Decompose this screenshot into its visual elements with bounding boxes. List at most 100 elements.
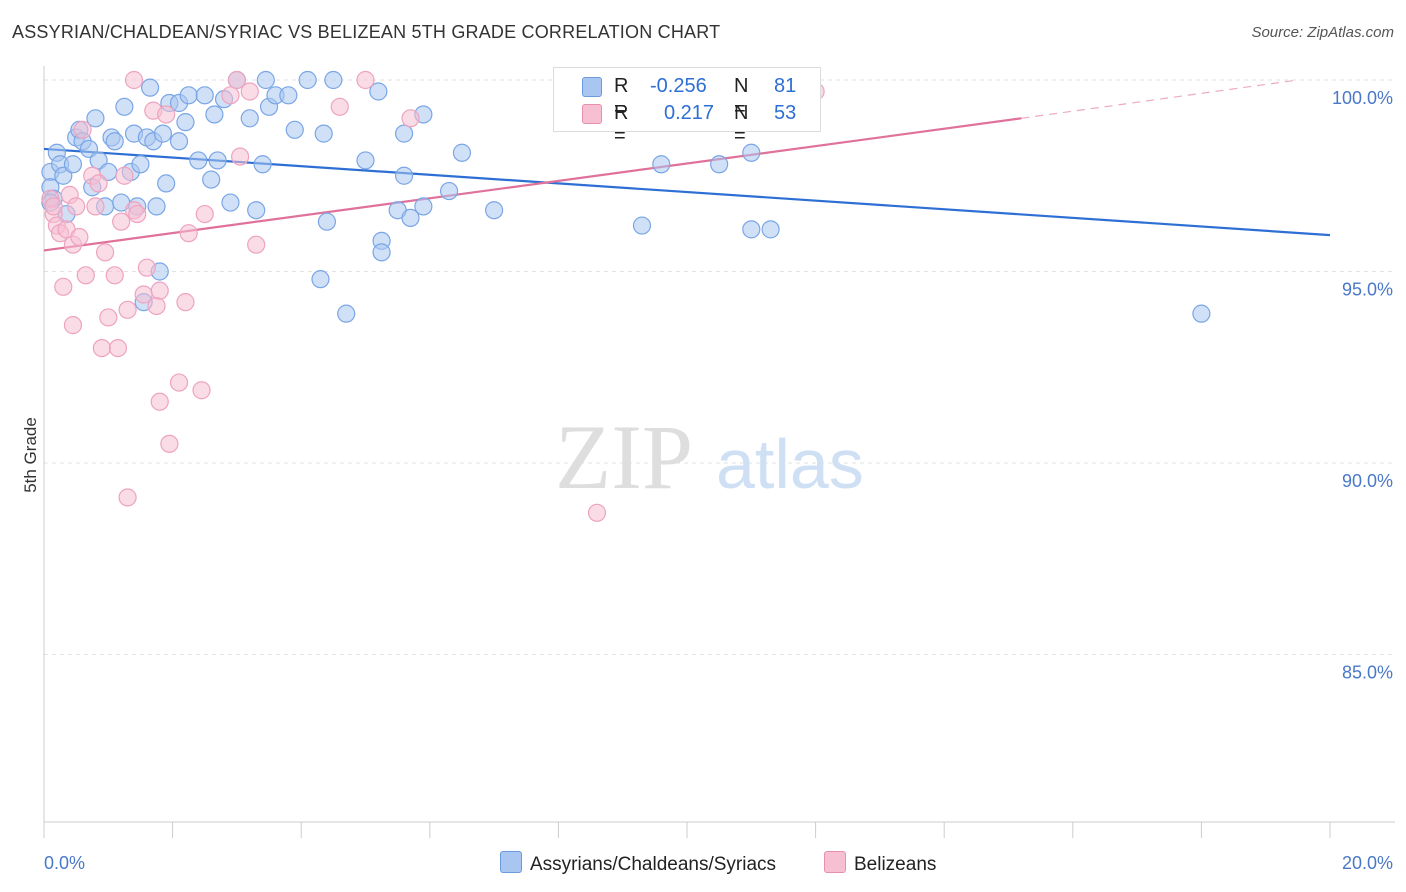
point-belizean xyxy=(99,308,118,327)
point-assyrian xyxy=(131,155,150,174)
point-belizean xyxy=(221,86,240,105)
legend-r-label: R = xyxy=(614,75,629,120)
point-assyrian xyxy=(311,270,330,289)
point-assyrian xyxy=(189,151,208,170)
point-belizean xyxy=(44,197,63,216)
point-belizean xyxy=(112,212,131,231)
point-belizean xyxy=(108,339,128,358)
point-assyrian xyxy=(240,109,259,128)
point-belizean xyxy=(356,70,375,90)
y-tick-label: 100.0% xyxy=(1332,88,1393,108)
stats-legend: R = -0.256 N = 81 R = 0.217 N = 53 xyxy=(553,67,821,147)
point-belizean xyxy=(330,97,349,116)
legend-swatch-pink xyxy=(582,104,602,124)
point-assyrian xyxy=(86,109,105,128)
point-belizean xyxy=(150,281,169,300)
point-assyrian xyxy=(105,132,124,151)
point-belizean xyxy=(227,70,246,90)
point-belizean xyxy=(128,204,147,224)
legend-swatch-blue xyxy=(582,77,602,97)
point-belizean xyxy=(147,296,166,316)
point-assyrian xyxy=(221,193,240,212)
y-tick-label: 95.0% xyxy=(1342,280,1393,300)
legend-label-series1: Assyrians/Chaldeans/Syriacs xyxy=(530,854,777,875)
point-belizean xyxy=(76,266,95,285)
point-assyrian xyxy=(256,70,275,90)
point-belizean xyxy=(54,277,73,296)
point-belizean xyxy=(150,392,169,411)
point-assyrian xyxy=(253,155,272,174)
point-assyrian xyxy=(372,243,391,262)
point-assyrian xyxy=(369,82,388,101)
point-assyrian xyxy=(401,208,420,227)
point-belizean xyxy=(157,105,176,124)
point-belizean xyxy=(63,316,83,335)
point-assyrian xyxy=(394,166,414,185)
trend-line-belizean xyxy=(43,117,1022,252)
x-tick-label: 0.0% xyxy=(44,853,85,873)
watermark-zip: ZIP xyxy=(555,406,693,508)
point-assyrian xyxy=(195,86,214,105)
point-assyrian xyxy=(356,151,375,170)
point-assyrian xyxy=(485,201,504,220)
point-belizean xyxy=(67,197,86,216)
legend-n-value: 53 xyxy=(774,102,797,124)
point-assyrian xyxy=(761,220,780,239)
point-belizean xyxy=(118,300,137,319)
trend-line-belizean-extension xyxy=(1021,79,1298,119)
point-assyrian xyxy=(439,181,459,201)
point-belizean xyxy=(137,258,156,277)
point-assyrian xyxy=(153,124,173,143)
watermark-atlas: atlas xyxy=(716,425,864,503)
y-tick-label: 90.0% xyxy=(1342,471,1393,491)
point-assyrian xyxy=(115,97,134,116)
watermark: ZIP atlas xyxy=(555,406,864,508)
tick-labels: 100.0% 95.0% 90.0% 85.0% 0.0% 20.0% xyxy=(44,88,1393,873)
y-axis-label: 5th Grade xyxy=(21,417,40,493)
point-assyrian xyxy=(279,86,298,105)
point-belizean xyxy=(587,503,607,522)
point-assyrian xyxy=(205,105,224,124)
point-belizean xyxy=(179,224,198,243)
point-assyrian xyxy=(710,155,729,174)
point-belizean xyxy=(240,82,259,101)
point-belizean xyxy=(95,243,115,262)
chart-title: ASSYRIAN/CHALDEAN/SYRIAC VS BELIZEAN 5TH… xyxy=(12,22,721,42)
point-assyrian xyxy=(63,155,83,174)
bottom-legend-series2: Belizeans xyxy=(824,851,936,876)
legend-r-value: -0.256 xyxy=(650,75,707,97)
point-assyrian xyxy=(452,143,472,162)
point-belizean xyxy=(89,174,108,193)
point-belizean xyxy=(86,197,105,216)
point-belizean xyxy=(160,434,179,453)
point-belizean xyxy=(92,339,111,358)
point-belizean xyxy=(192,381,211,400)
point-belizean xyxy=(115,166,134,185)
point-belizean xyxy=(73,120,92,139)
bottom-legend-series1: Assyrians/Chaldeans/Syriacs xyxy=(500,851,776,876)
point-assyrian xyxy=(742,220,761,239)
point-assyrian xyxy=(247,201,266,220)
point-assyrian xyxy=(337,304,356,323)
legend-n-label: N = xyxy=(734,75,749,120)
y-tick-label: 85.0% xyxy=(1342,663,1393,683)
legend-swatch-pink xyxy=(824,851,846,873)
point-assyrian xyxy=(140,78,160,97)
point-assyrian xyxy=(285,120,304,139)
point-assyrian xyxy=(394,124,414,143)
legend-label-series2: Belizeans xyxy=(854,854,937,875)
point-belizean xyxy=(231,147,250,166)
point-assyrian xyxy=(147,197,166,216)
point-belizean xyxy=(124,70,144,90)
point-assyrian xyxy=(208,151,227,170)
point-assyrian xyxy=(169,132,189,151)
point-belizean xyxy=(70,227,89,247)
point-assyrian xyxy=(157,174,176,193)
source-label: Source: ZipAtlas.com xyxy=(1251,24,1394,41)
point-belizean xyxy=(247,235,266,254)
legend-n-value: 81 xyxy=(774,75,797,97)
point-belizean xyxy=(176,293,195,312)
legend-n-label: N = xyxy=(734,102,749,147)
point-assyrian xyxy=(179,86,198,105)
